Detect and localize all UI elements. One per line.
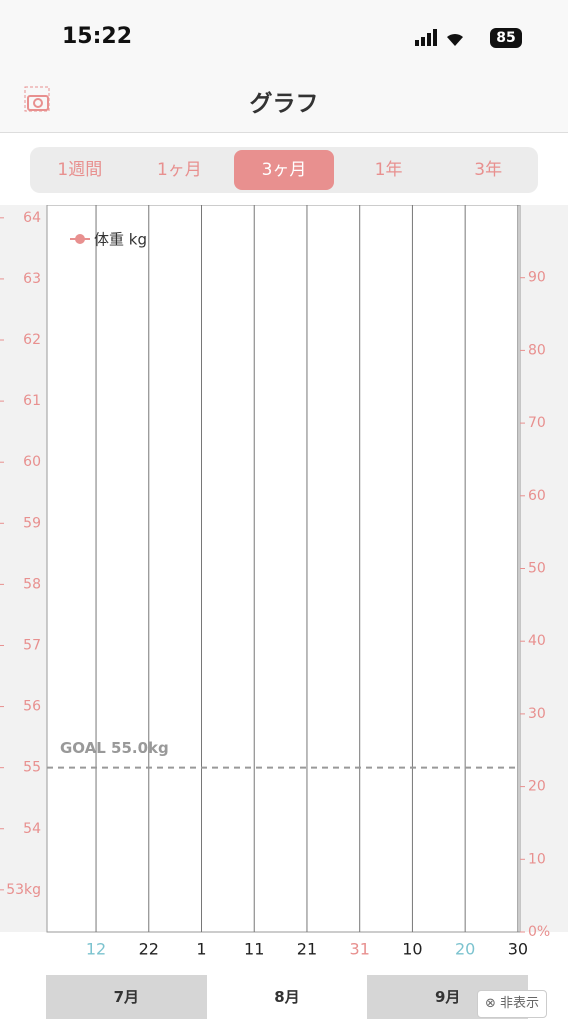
period-tab[interactable]: 3ヶ月 <box>234 150 334 190</box>
axis-panel <box>520 205 568 932</box>
y-tick-label: 56 <box>23 699 41 715</box>
clock: 15:22 <box>62 24 133 49</box>
y-tick-label: 64 <box>23 210 41 226</box>
hide-label: 非表示 <box>500 996 540 1011</box>
y-tick-label: 55 <box>23 760 41 776</box>
y-tick-label: 53kg <box>6 882 41 898</box>
title: グラフ <box>249 91 319 117</box>
y2-tick-label: 60 <box>528 488 546 504</box>
x-tick-label: 12 <box>86 940 106 959</box>
x-tick-label: 11 <box>244 940 264 959</box>
x-tick-label: 10 <box>402 940 422 959</box>
header: グラフ <box>0 72 568 133</box>
y-tick-label: 54 <box>23 821 41 837</box>
period-tab[interactable]: 1週間 <box>57 160 103 180</box>
y-tick-label: 62 <box>23 332 41 348</box>
x-tick-label: 30 <box>508 940 528 959</box>
y-tick-label: 58 <box>23 576 41 592</box>
period-tab[interactable]: 3年 <box>474 160 503 180</box>
month-tab[interactable]: 8月 <box>206 975 368 1019</box>
hide-ad-button[interactable]: ⊗ 非表示 <box>477 990 547 1018</box>
y2-tick-label: 80 <box>528 342 546 358</box>
y2-tick-label: 90 <box>528 270 546 286</box>
x-tick-label: 1 <box>196 940 206 959</box>
y2-tick-label: 0% <box>528 924 550 940</box>
axis-panel <box>0 205 47 932</box>
y2-tick-label: 70 <box>528 415 546 431</box>
legend-label: 体重 kg <box>94 231 147 249</box>
goal-label: GOAL 55.0kg <box>60 739 169 757</box>
y2-tick-label: 30 <box>528 706 546 722</box>
y-tick-label: 61 <box>23 393 41 409</box>
x-tick-label: 21 <box>297 940 317 959</box>
y-tick-label: 63 <box>23 271 41 287</box>
period-tabs: 1週間 1ヶ月 3ヶ月 1年 3年 <box>30 147 538 193</box>
plot-area <box>46 205 521 933</box>
x-tick-label: 31 <box>350 940 370 959</box>
y2-tick-label: 40 <box>528 633 546 649</box>
period-tab[interactable]: 1年 <box>374 160 403 180</box>
y2-tick-label: 10 <box>528 851 546 867</box>
status-bar: 15:22 85 <box>0 0 568 72</box>
chart: 53kg 54 55 56 57 58 59 60 61 62 63 64 0% 10 20 30 40 50 60… <box>0 205 568 959</box>
month-bar: 7月 8月 9月 <box>46 975 529 1019</box>
x-tick-label: 22 <box>139 940 159 959</box>
y2-tick-label: 50 <box>528 561 546 577</box>
battery: 85 <box>490 28 522 48</box>
x-tick-label: 20 <box>455 940 475 959</box>
camera-button[interactable] <box>24 86 52 114</box>
y-tick-label: 57 <box>23 637 41 653</box>
signal-icons <box>415 29 463 46</box>
y-tick-label: 60 <box>23 454 41 470</box>
legend-swatch <box>75 234 85 244</box>
y-tick-label: 59 <box>23 515 41 531</box>
month-tab[interactable]: 7月 <box>46 975 207 1019</box>
y2-tick-label: 20 <box>528 779 546 795</box>
period-tab[interactable]: 1ヶ月 <box>156 160 202 180</box>
